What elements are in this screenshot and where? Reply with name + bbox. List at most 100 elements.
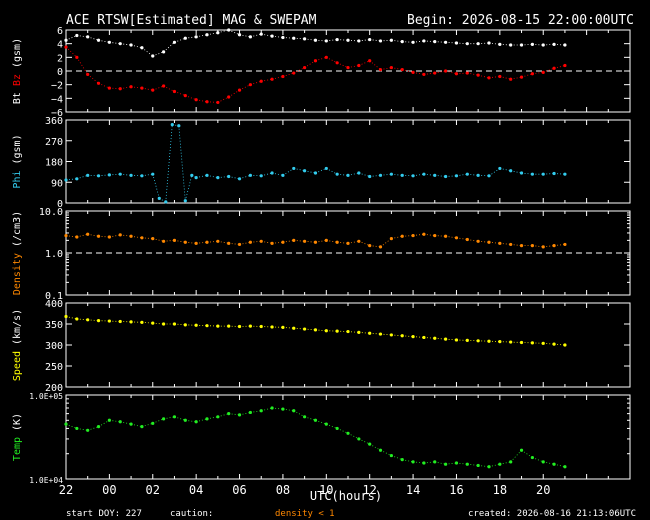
- data-segment-temp: [282, 408, 294, 412]
- x-axis-label: UTC(hours): [310, 489, 382, 503]
- y-tick-label: 0: [57, 67, 63, 78]
- data-point-density: [324, 238, 328, 242]
- data-segment-phi: [304, 170, 316, 174]
- data-point-phi: [118, 172, 122, 176]
- data-point-phi: [205, 173, 209, 177]
- data-point-temp: [129, 422, 133, 426]
- y-tick-label: 0: [57, 199, 63, 210]
- data-segment-bz: [65, 46, 78, 58]
- data-segment-bz: [402, 69, 414, 73]
- data-point-speed: [237, 324, 242, 329]
- data-segment-density: [98, 235, 110, 238]
- data-point-phi: [170, 123, 174, 127]
- data-segment-speed: [87, 319, 99, 322]
- y-axis-label-phi: Phi (gsm): [12, 134, 23, 188]
- x-tick-label: 14: [406, 483, 420, 497]
- begin-time: Begin: 2026-08-15 22:00:00UTC: [407, 13, 634, 28]
- y-axis-label-part: (km/s): [12, 309, 23, 345]
- y-tick-label: 0.1: [45, 291, 63, 302]
- data-segment-bz: [532, 71, 544, 75]
- data-segment-bz: [261, 78, 273, 82]
- series-phi: [64, 123, 567, 204]
- y-tick-label: 1.0E+05: [29, 392, 63, 401]
- y-tick-label: 1.0E+04: [29, 476, 63, 485]
- data-point-density: [368, 244, 372, 248]
- data-segment-phi: [206, 174, 218, 179]
- data-segment-bt: [174, 37, 186, 43]
- data-segment-density: [109, 234, 121, 238]
- data-segment-bz: [131, 86, 142, 89]
- data-segment-bt: [206, 32, 218, 36]
- data-segment-phi: [184, 175, 193, 201]
- data-segment-bt: [239, 34, 251, 38]
- data-segment-density: [174, 239, 186, 243]
- data-segment-bt: [543, 43, 555, 46]
- data-segment-phi: [554, 173, 565, 175]
- data-segment-bt: [358, 39, 370, 42]
- data-point-temp: [172, 415, 177, 419]
- x-tick-label: 22: [59, 483, 73, 497]
- panel-temp: 1.0E+05 1.0E+04 Temp (K): [12, 392, 631, 485]
- data-segment-density: [250, 240, 262, 243]
- data-segment-bt: [293, 37, 305, 40]
- data-segment-temp: [98, 419, 110, 427]
- plot-panels: 6420−2−4−6BtBz(gsm)360270180900Phi(gsm)1…: [12, 26, 631, 497]
- data-segment-temp: [423, 461, 435, 464]
- data-segment-bz: [326, 56, 338, 64]
- data-segment-phi: [76, 174, 88, 180]
- data-segment-phi: [120, 173, 132, 176]
- data-segment-bz: [76, 57, 89, 75]
- data-segment-density: [87, 233, 99, 237]
- data-segment-density: [326, 239, 338, 243]
- data-segment-speed: [347, 331, 359, 333]
- data-segment-bt: [65, 35, 78, 41]
- data-segment-temp: [521, 449, 533, 458]
- data-segment-phi: [380, 173, 392, 176]
- y-axis-label-part: Density: [12, 253, 23, 295]
- data-segment-phi: [521, 172, 533, 175]
- data-segment-phi: [445, 175, 457, 177]
- data-segment-bt: [532, 43, 544, 46]
- y-tick-label: 200: [45, 383, 63, 394]
- data-segment-bz: [510, 76, 522, 80]
- data-point-bz: [563, 63, 567, 68]
- data-segment-phi: [510, 170, 522, 174]
- y-axis-label-part: (gsm): [12, 38, 23, 68]
- data-segment-phi: [228, 176, 240, 180]
- data-segment-bz: [499, 76, 511, 80]
- data-segment-temp: [488, 463, 500, 468]
- data-segment-bt: [521, 43, 533, 46]
- data-point-phi: [227, 174, 231, 179]
- data-segment-temp: [250, 410, 262, 413]
- data-segment-density: [337, 241, 349, 244]
- data-segment-bt: [141, 47, 154, 57]
- x-tick-label: 00: [102, 483, 116, 497]
- data-segment-temp: [456, 462, 468, 465]
- data-segment-bz: [391, 67, 403, 71]
- data-point-phi: [422, 172, 426, 176]
- data-segment-bt: [391, 39, 403, 43]
- data-segment-phi: [282, 168, 294, 176]
- data-segment-temp: [239, 412, 251, 416]
- data-point-phi: [400, 173, 404, 177]
- data-point-temp: [563, 465, 567, 469]
- data-segment-bt: [315, 39, 327, 42]
- data-segment-speed: [76, 318, 88, 321]
- data-segment-temp: [120, 421, 132, 425]
- data-segment-temp: [76, 428, 88, 431]
- data-segment-density: [391, 235, 403, 240]
- data-segment-temp: [87, 426, 99, 431]
- data-segment-phi: [413, 173, 424, 177]
- data-segment-speed: [434, 337, 446, 340]
- data-segment-bt: [413, 40, 424, 43]
- data-point-density: [96, 234, 101, 238]
- data-segment-temp: [228, 413, 240, 416]
- data-point-density: [444, 234, 448, 238]
- data-point-bz: [140, 86, 144, 90]
- data-segment-density: [402, 235, 414, 237]
- y-axis-label-part: Speed: [12, 351, 23, 381]
- data-segment-density: [380, 238, 392, 248]
- data-point-density: [357, 239, 361, 243]
- data-segment-bz: [228, 89, 240, 98]
